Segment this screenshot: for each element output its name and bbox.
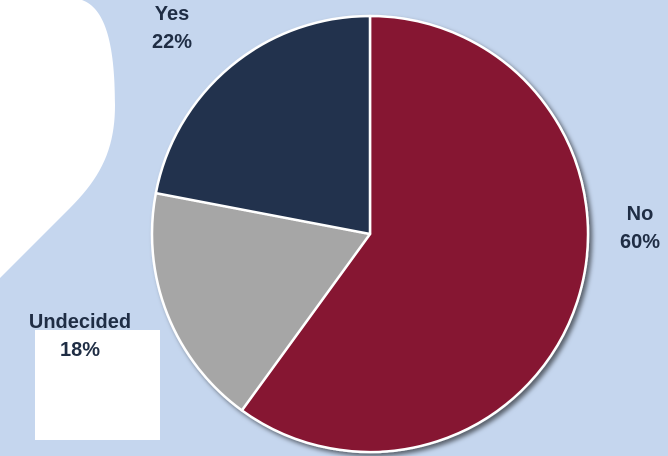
background-decoration [0, 0, 160, 440]
data-label-yes: Yes 22% [152, 3, 192, 53]
pie-slice-no [240, 14, 590, 454]
pie-slice-yes [154, 14, 372, 236]
pie-slice-undecided [150, 191, 372, 412]
pie-labels: No 60% Undecided 18% Yes 22% [29, 3, 660, 361]
data-label-category: Yes [155, 3, 189, 25]
pie-slices [150, 14, 590, 454]
data-label-no: No 60% [620, 203, 660, 253]
data-label-category: Undecided [29, 311, 131, 333]
data-label-category: No [627, 203, 654, 225]
data-label-value: 22% [152, 31, 192, 53]
data-label-undecided: Undecided 18% [29, 311, 131, 361]
data-label-value: 18% [60, 339, 100, 361]
data-label-value: 60% [620, 231, 660, 253]
